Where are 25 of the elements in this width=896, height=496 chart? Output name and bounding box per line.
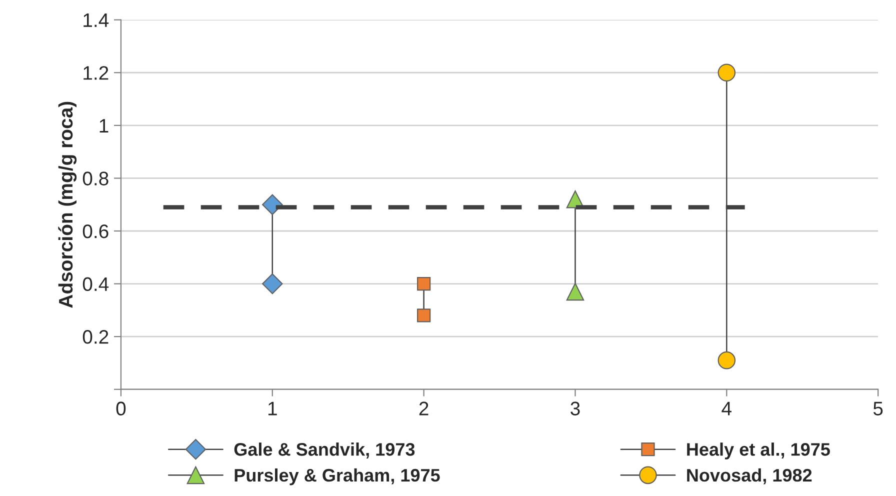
y-tick-label: 0.2 [82, 330, 108, 344]
point [417, 308, 431, 322]
x-tick-label: 5 [873, 402, 883, 416]
legend-label: Pursley & Graham, 1975 [234, 468, 440, 486]
x-tick-label: 3 [570, 402, 580, 416]
x-tick-label: 2 [419, 402, 428, 416]
legend-label: Gale & Sandvik, 1973 [234, 442, 415, 458]
y-tick-label: 0.8 [82, 172, 108, 186]
point [417, 276, 431, 291]
point [262, 273, 283, 294]
x-tick-label: 0 [116, 402, 126, 416]
point [718, 64, 736, 82]
y-tick-label: 1 [100, 119, 108, 132]
legend-label: Healy et al., 1975 [687, 442, 830, 460]
y-tick-label: 0.6 [82, 224, 108, 238]
point [718, 351, 736, 370]
x-tick-label: 4 [722, 402, 732, 416]
x-tick-label: 1 [268, 402, 277, 416]
legend-label: Novosad, 1982 [687, 468, 812, 484]
point [566, 282, 584, 301]
point [262, 194, 283, 215]
y-axis-title: Adsorción (mg/g roca) [58, 102, 77, 308]
y-tick-label: 0.4 [82, 277, 109, 292]
y-tick-label: 1.4 [84, 14, 109, 27]
y-tick-label: 1.2 [84, 66, 108, 80]
